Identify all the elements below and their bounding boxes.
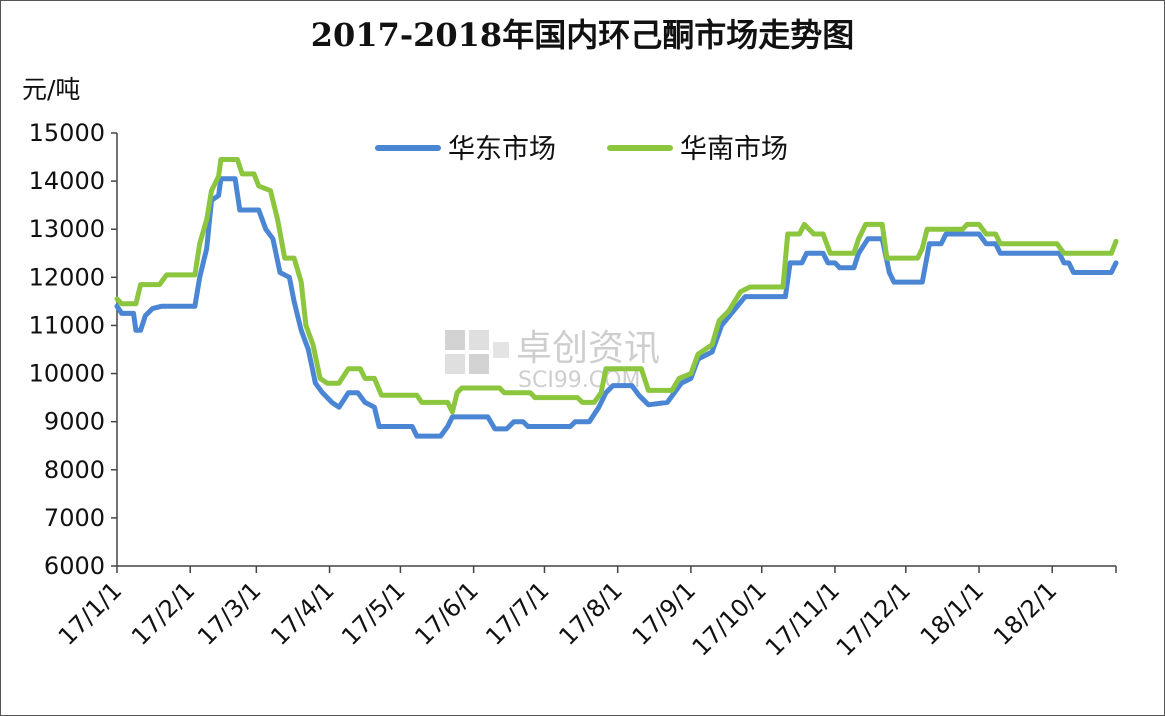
legend-label: 华南市场 [680,134,788,165]
y-tick-label: 7000 [44,504,105,532]
y-tick-label: 8000 [44,456,105,484]
x-ticks: 17/1/117/2/117/3/117/4/117/5/117/6/117/7… [53,566,1117,662]
x-tick-label: 17/8/1 [554,576,628,650]
y-ticks: 6000 7000 8000 9000 10000 11000 12000 13000 1400… [29,119,117,580]
axes [116,133,1116,567]
x-tick-label: 18/1/1 [915,576,989,650]
y-tick-label: 9000 [44,408,105,436]
series-line-1 [114,176,1119,439]
y-tick-label: 14000 [29,167,105,195]
watermark: 卓创资讯 SCI99.COM [445,328,660,393]
x-tick-label: 17/6/1 [409,576,483,650]
x-tick-label: 17/7/1 [480,576,554,650]
x-tick-label: 17/10/1 [687,576,772,661]
x-tick-label: 18/2/1 [988,576,1062,650]
series-line-2 [114,157,1119,415]
x-tick-label: 17/4/1 [265,576,339,650]
legend: 华东市场 华南市场 [375,134,788,165]
watermark-text: 卓创资讯 [516,328,660,369]
x-tick-label: 17/12/1 [831,576,916,661]
y-tick-label: 6000 [44,552,105,580]
x-tick-label: 17/2/1 [126,576,200,650]
chart-title: 2017-2018年国内环己酮市场走势图 [310,16,855,54]
y-tick-label: 11000 [29,311,105,339]
y-tick-label: 12000 [29,263,105,291]
y-tick-label: 10000 [29,360,105,388]
y-tick-label: 15000 [29,119,105,147]
watermark-sub: SCI99.COM [518,368,640,393]
legend-label: 华东市场 [448,134,556,165]
x-tick-label: 17/5/1 [336,576,410,650]
x-tick-label: 17/1/1 [53,576,127,650]
y-tick-label: 13000 [29,215,105,243]
x-tick-label: 17/11/1 [760,576,845,661]
watermark-logo-icon [445,330,509,374]
series-layer [114,157,1119,439]
y-axis-label: 元/吨 [22,75,81,104]
x-tick-label: 17/3/1 [192,576,266,650]
